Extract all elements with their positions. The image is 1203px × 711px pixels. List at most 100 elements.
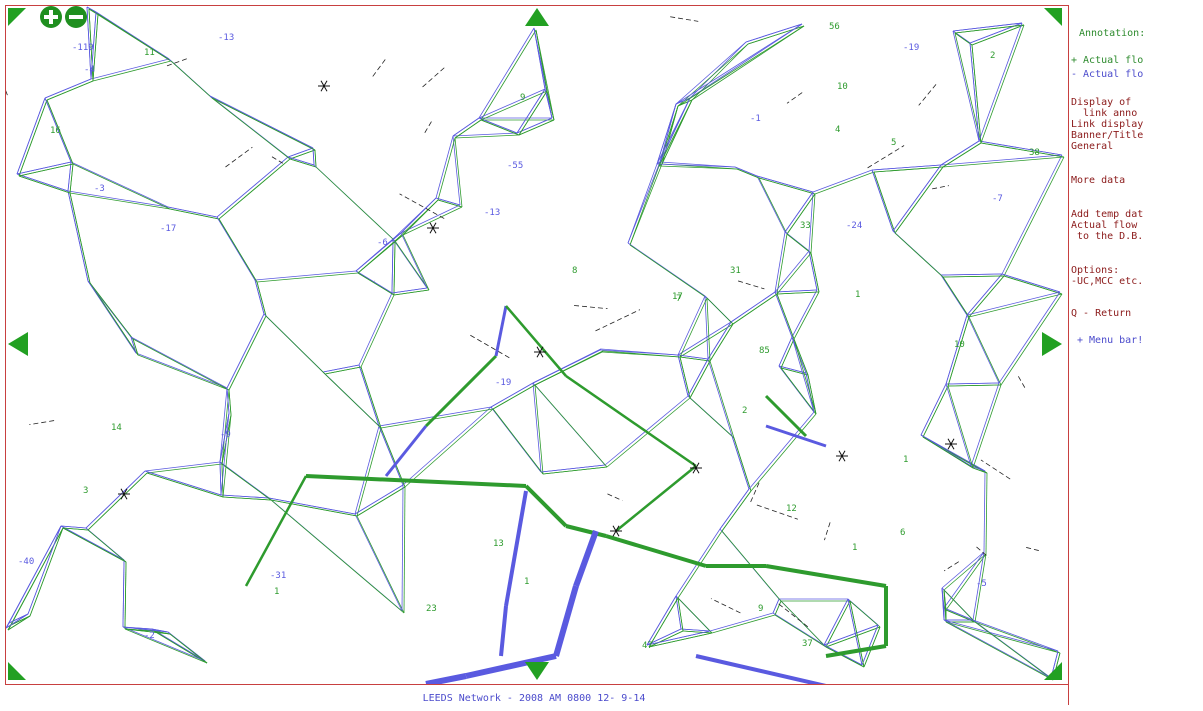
network-link xyxy=(228,389,232,416)
network-link xyxy=(151,628,206,662)
flow-positive xyxy=(524,484,568,528)
network-link xyxy=(972,619,1052,679)
network-link xyxy=(6,613,29,629)
network-link xyxy=(943,589,976,623)
network-link xyxy=(677,354,689,397)
dashed-link xyxy=(271,156,283,164)
menu-q-return[interactable]: Q - Return xyxy=(1071,308,1132,319)
network-link xyxy=(774,231,786,293)
menu-banner-title[interactable]: Banner/Title xyxy=(1071,130,1144,141)
network-map[interactable]: 10 10 1 6 9 5 -1 -2 2 -3 -5 -7 -13 -19 -17 -55 -119 14 13 8… xyxy=(5,5,1069,685)
network-link xyxy=(46,80,94,101)
flow-label: -5 xyxy=(976,579,987,589)
network-link xyxy=(324,366,362,375)
network-link xyxy=(480,90,548,121)
menu-actual-flow[interactable]: Actual flow xyxy=(1071,220,1138,231)
network-link xyxy=(689,23,803,99)
flow-label: 2 xyxy=(990,51,995,61)
menu-menu-bar[interactable]: + Menu bar! xyxy=(1077,335,1144,346)
network-link xyxy=(452,135,461,206)
network-link xyxy=(793,338,817,415)
network-link xyxy=(658,99,693,167)
network-link xyxy=(254,270,357,281)
network-link xyxy=(226,313,265,389)
network-link xyxy=(69,192,91,284)
network-link xyxy=(629,163,663,246)
network-link xyxy=(648,630,684,648)
network-link xyxy=(218,158,291,220)
network-link xyxy=(786,193,816,235)
network-link xyxy=(532,382,542,473)
junction-node xyxy=(615,530,620,537)
network-link xyxy=(532,348,602,384)
junction-node xyxy=(612,525,617,532)
menu-options[interactable]: Options: xyxy=(1071,265,1120,276)
pan-down-arrow[interactable] xyxy=(525,662,549,680)
flow-label: 16 xyxy=(50,126,61,136)
pan-right-arrow[interactable] xyxy=(1042,332,1062,356)
corner-arrow-bl[interactable] xyxy=(8,662,26,680)
legend-negative-flow: - Actual flo xyxy=(1071,69,1144,80)
junction-node xyxy=(320,85,325,92)
network-link xyxy=(72,163,171,210)
pan-up-arrow[interactable] xyxy=(525,8,549,26)
network-link xyxy=(774,600,782,616)
flow-label: 12 xyxy=(786,504,797,514)
menu-display-of[interactable]: Display of xyxy=(1071,97,1132,108)
network-link xyxy=(780,600,827,648)
dashed-link xyxy=(573,305,608,310)
pan-left-arrow[interactable] xyxy=(8,332,28,356)
network-link xyxy=(216,156,289,218)
network-link xyxy=(452,117,480,137)
corner-arrow-tl[interactable] xyxy=(8,8,26,26)
menu-to-db[interactable]: to the D.B. xyxy=(1071,231,1144,242)
menu-general[interactable]: General xyxy=(1071,141,1114,152)
network-link xyxy=(966,291,1061,316)
network-link xyxy=(454,134,520,139)
dashed-link xyxy=(980,459,1011,480)
network-link xyxy=(825,626,881,648)
menu-link-anno[interactable]: link anno xyxy=(1071,108,1138,119)
menu-uc-mcc[interactable]: -UC,MCC etc. xyxy=(1071,276,1144,287)
network-link xyxy=(920,383,947,436)
flow-negative xyxy=(553,585,579,657)
flow-negative xyxy=(695,654,827,684)
network-link xyxy=(228,315,267,391)
corner-arrow-br[interactable] xyxy=(1044,662,1062,680)
menu-add-temp-data[interactable]: Add temp dat xyxy=(1071,209,1144,220)
zoom-in-icon[interactable] xyxy=(40,6,62,28)
network-link xyxy=(437,199,463,208)
network-link xyxy=(974,621,1054,681)
network-link xyxy=(807,374,817,415)
flow-label: 37 xyxy=(802,639,813,649)
network-link xyxy=(774,289,818,293)
network-link xyxy=(356,486,406,517)
network-link xyxy=(974,553,987,623)
network-link xyxy=(132,338,230,391)
network-link xyxy=(394,240,430,291)
menu-link-display[interactable]: Link display xyxy=(1071,119,1144,130)
flow-label: 1 xyxy=(274,587,279,597)
network-link xyxy=(627,161,661,244)
network-map-canvas[interactable]: 10101695-1-22-3-5-7-13-19-17-55-11914138… xyxy=(6,6,1068,684)
zoom-out-icon[interactable] xyxy=(65,6,87,28)
network-link xyxy=(534,384,544,475)
corner-arrow-tr[interactable] xyxy=(1044,8,1062,26)
network-link xyxy=(677,597,684,632)
network-link xyxy=(220,494,270,499)
flow-positive xyxy=(565,374,697,468)
network-link xyxy=(516,117,553,134)
network-link xyxy=(942,276,970,318)
flow-negative xyxy=(465,653,557,679)
menu-more-data[interactable]: More data xyxy=(1071,175,1126,186)
network-link xyxy=(490,382,534,408)
network-link xyxy=(793,291,820,340)
network-link xyxy=(677,25,805,107)
network-link xyxy=(791,289,818,338)
network-link xyxy=(629,244,708,299)
network-link xyxy=(940,274,968,316)
dashed-link xyxy=(166,58,187,67)
network-link xyxy=(983,470,986,553)
network-link xyxy=(793,338,809,376)
flow-label: 9 xyxy=(520,93,525,103)
